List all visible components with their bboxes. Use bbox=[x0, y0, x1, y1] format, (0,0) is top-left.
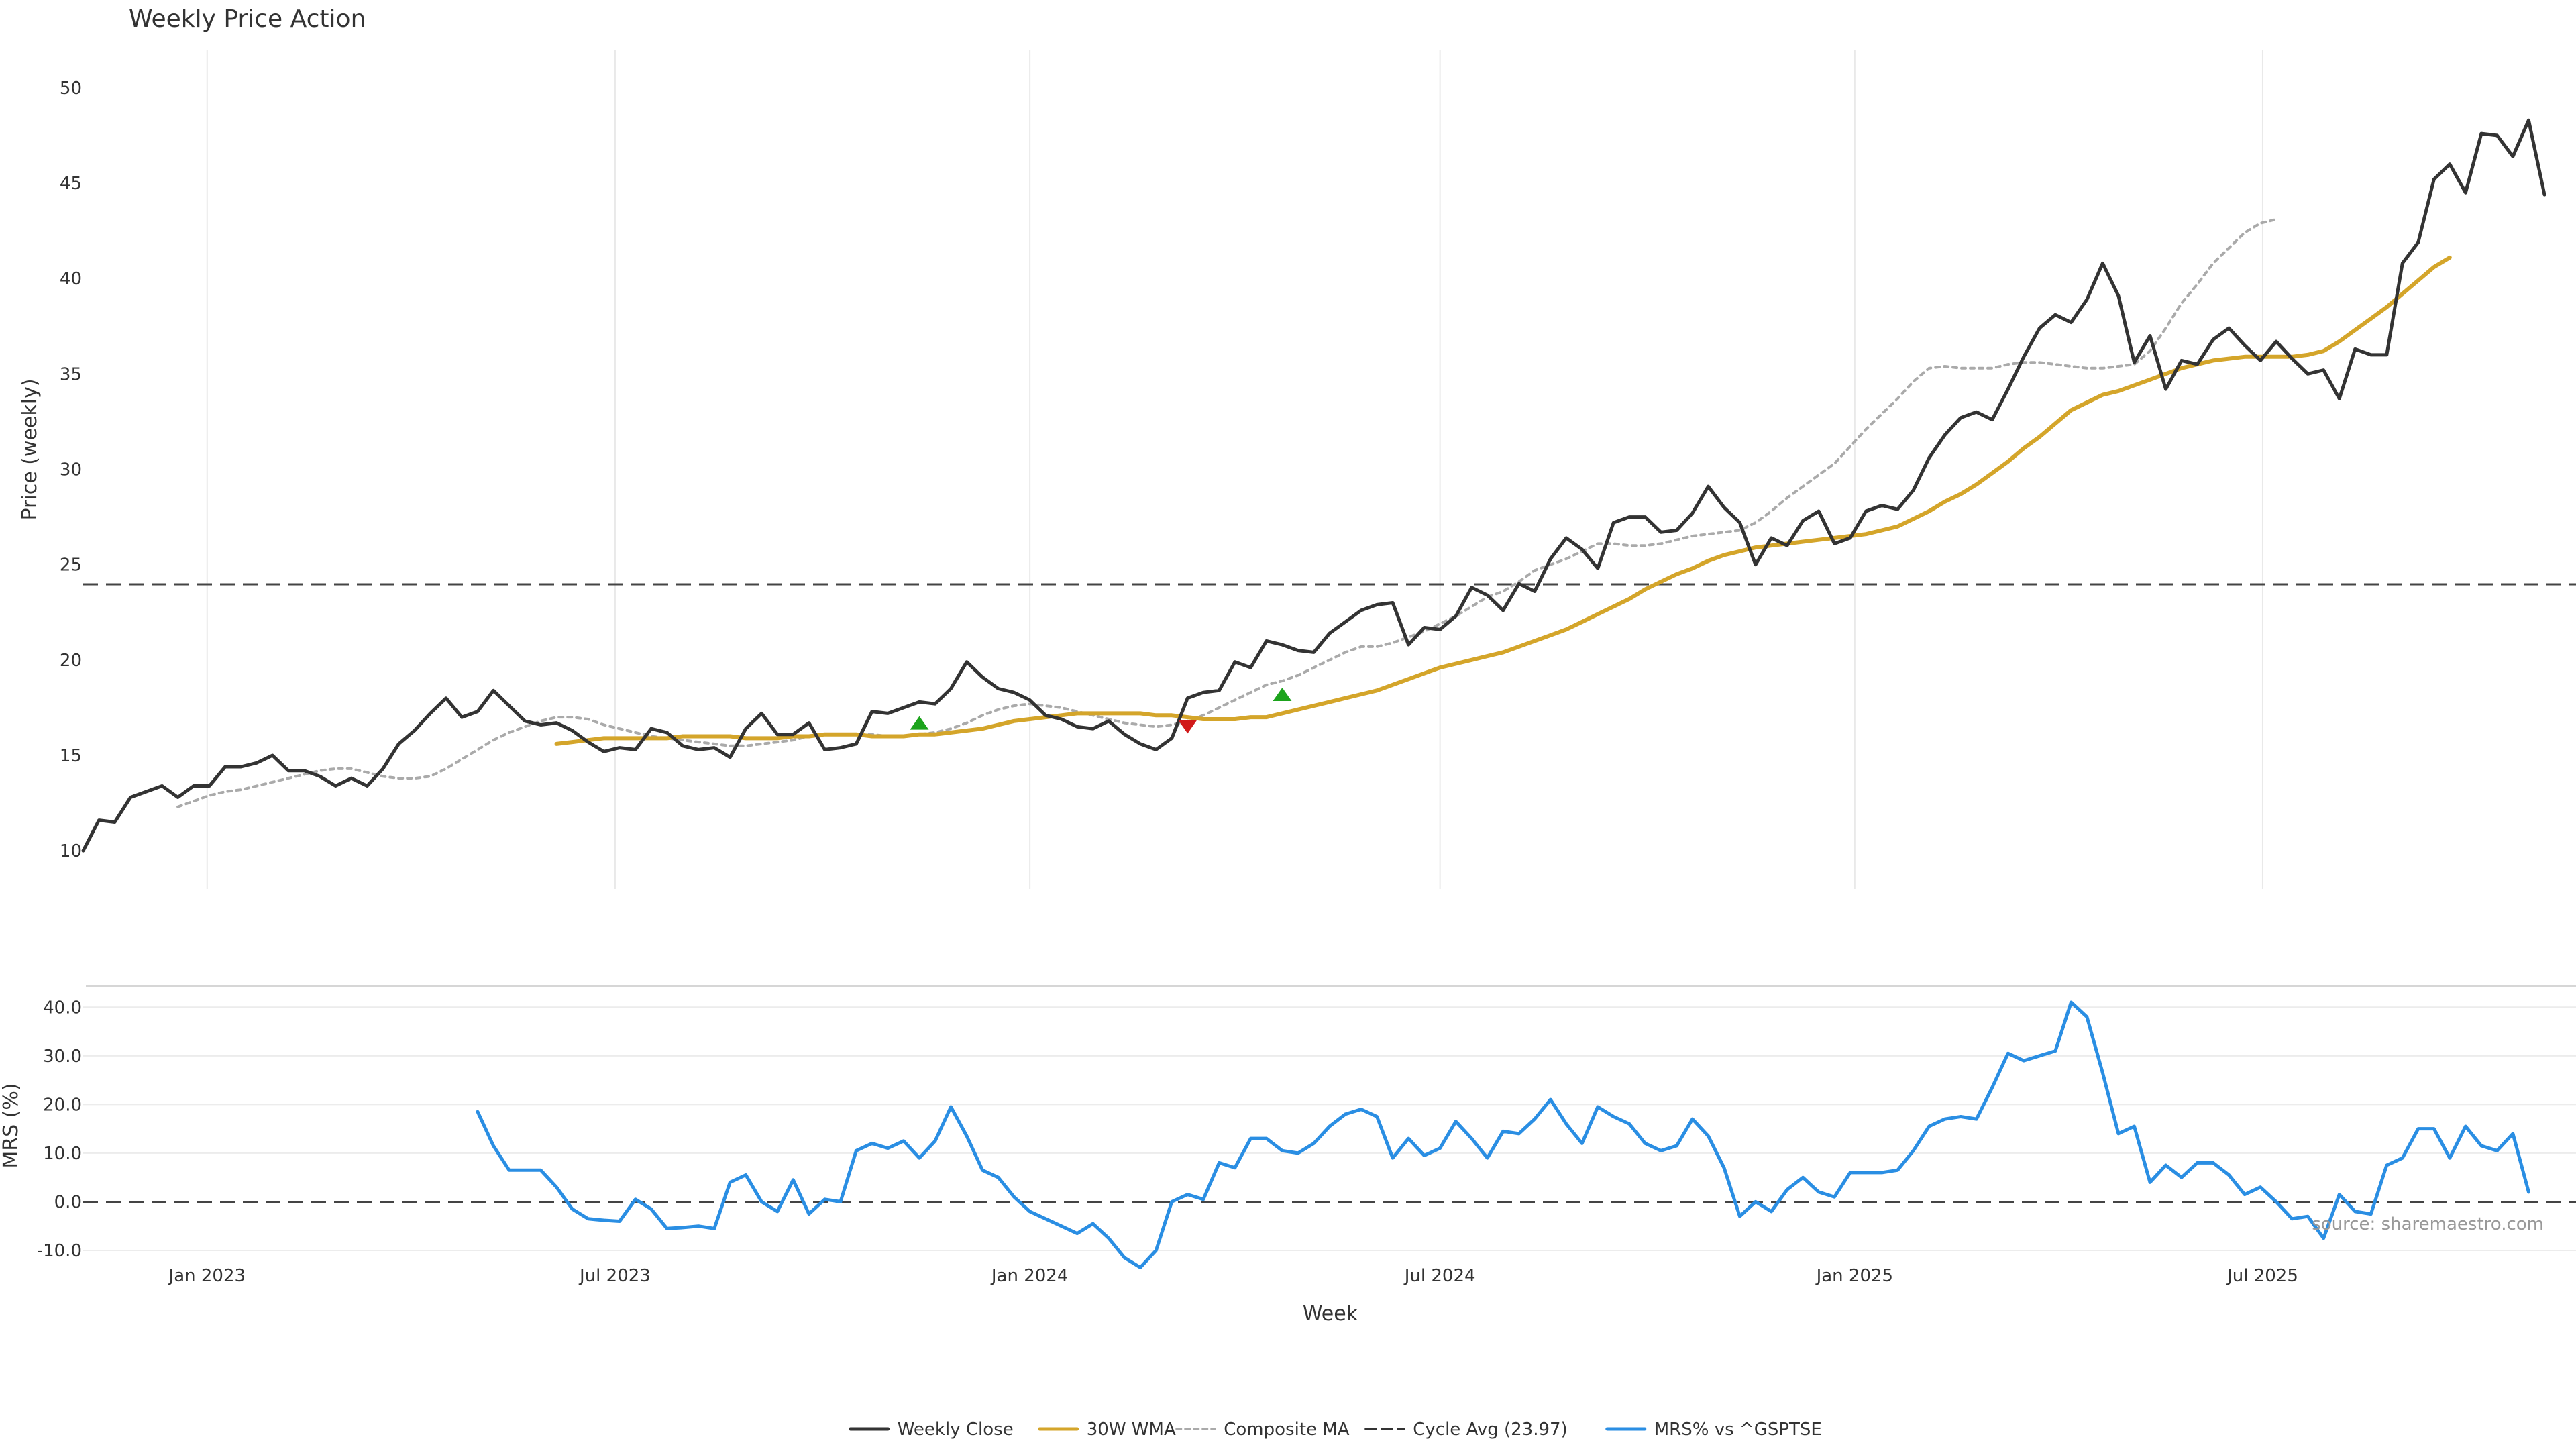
price-y-tick-label: 45 bbox=[60, 174, 82, 194]
price-y-tick-label: 50 bbox=[60, 78, 82, 99]
x-axis-ticks: Jan 2023 Jul 2023 Jan 2024 Jul 2024 Jan 2025… bbox=[168, 1266, 2298, 1286]
price-y-tick-label: 30 bbox=[60, 460, 82, 480]
legend: Weekly Close 30W WMA Composite MA Cycle Avg… bbox=[849, 1419, 1822, 1440]
x-tick-label: Jan 2024 bbox=[990, 1266, 1069, 1286]
mrs-grid bbox=[83, 1006, 2576, 1251]
mrs-y-tick-label: 20.0 bbox=[43, 1095, 82, 1115]
price-y-tick-label: 20 bbox=[60, 651, 82, 671]
mrs-y-tick-label: 40.0 bbox=[43, 998, 82, 1018]
source-note: source: sharemaestro.com bbox=[2312, 1214, 2544, 1234]
legend-item: Composite MA bbox=[1175, 1419, 1350, 1440]
x-tick-label: Jan 2025 bbox=[1815, 1266, 1894, 1286]
price-y-tick-label: 25 bbox=[60, 555, 82, 576]
x-tick-label: Jan 2023 bbox=[168, 1266, 246, 1286]
mrs-y-ticks: -10.0 0.0 10.0 20.0 30.0 40.0 bbox=[37, 998, 82, 1261]
legend-label: MRS% vs ^GSPTSE bbox=[1654, 1419, 1822, 1440]
price-y-axis-label: Price (weekly) bbox=[18, 378, 42, 520]
signal-markers bbox=[910, 687, 1292, 734]
legend-item: MRS% vs ^GSPTSE bbox=[1605, 1419, 1822, 1440]
legend-label: Composite MA bbox=[1224, 1419, 1349, 1440]
price-series bbox=[81, 118, 2546, 853]
legend-item: Cycle Avg (23.97) bbox=[1364, 1419, 1568, 1440]
x-tick-label: Jul 2025 bbox=[2226, 1266, 2298, 1286]
legend-label: Cycle Avg (23.97) bbox=[1413, 1419, 1567, 1440]
sell-signal-marker bbox=[1178, 720, 1197, 734]
x-tick-label: Jul 2024 bbox=[1403, 1266, 1476, 1286]
buy-signal-marker bbox=[1273, 687, 1292, 701]
series-mrs-line bbox=[476, 1000, 2530, 1269]
price-y-tick-label: 35 bbox=[60, 364, 82, 384]
mrs-series bbox=[476, 1000, 2530, 1269]
legend-item: Weekly Close bbox=[849, 1419, 1014, 1440]
mrs-y-tick-label: 0.0 bbox=[54, 1192, 82, 1212]
mrs-panel: -10.0 0.0 10.0 20.0 30.0 40.0 bbox=[37, 985, 2576, 1269]
series-composite-ma-line bbox=[176, 218, 2278, 808]
mrs-y-tick-label: -10.0 bbox=[37, 1241, 82, 1261]
price-grid bbox=[206, 50, 2263, 889]
x-axis-label: Week bbox=[1303, 1302, 1358, 1326]
price-y-tick-label: 10 bbox=[60, 841, 82, 861]
price-panel: 10 15 20 25 30 35 40 45 50 bbox=[60, 50, 2576, 889]
legend-label: Weekly Close bbox=[898, 1419, 1014, 1440]
price-y-tick-label: 40 bbox=[60, 269, 82, 289]
mrs-y-tick-label: 30.0 bbox=[43, 1046, 82, 1067]
price-y-tick-label: 15 bbox=[60, 746, 82, 766]
legend-item: 30W WMA bbox=[1038, 1419, 1176, 1440]
mrs-y-axis-label: MRS (%) bbox=[0, 1083, 23, 1168]
price-y-ticks: 10 15 20 25 30 35 40 45 50 bbox=[60, 78, 82, 861]
series-30w-wma-line bbox=[554, 255, 2452, 746]
buy-signal-marker bbox=[910, 716, 929, 730]
x-tick-label: Jul 2023 bbox=[578, 1266, 651, 1286]
mrs-y-tick-label: 10.0 bbox=[43, 1144, 82, 1164]
chart-title: Weekly Price Action bbox=[129, 5, 366, 33]
series-weekly-close-line bbox=[81, 118, 2546, 853]
legend-label: 30W WMA bbox=[1087, 1419, 1176, 1440]
